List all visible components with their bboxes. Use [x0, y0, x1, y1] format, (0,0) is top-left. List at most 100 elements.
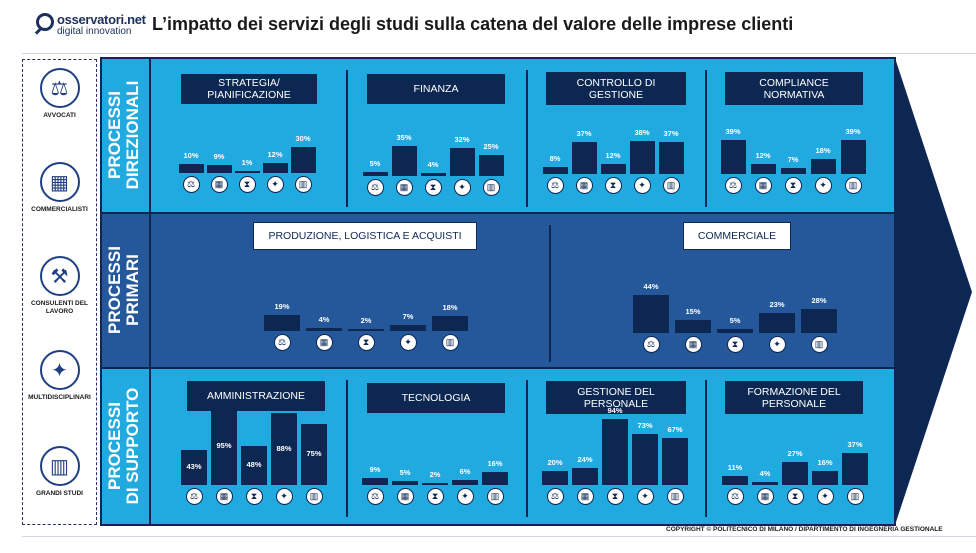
bar	[362, 171, 388, 176]
logo-text: osservatori.net	[57, 12, 146, 27]
data-label: 6%	[459, 467, 471, 477]
data-label: 5%	[369, 158, 381, 168]
chart-title: STRATEGIA/ PIANIFICAZIONE	[181, 74, 317, 104]
data-label: 94%	[607, 406, 623, 416]
scales-icon: ⚖	[366, 488, 384, 505]
data-label: 16%	[817, 458, 833, 468]
puzzle-icon: ✦	[633, 177, 651, 194]
toolbox-icon: ⧗	[604, 177, 622, 194]
chart-title: CONTROLLO DI GESTIONE	[546, 72, 686, 105]
data-label: 73%	[637, 420, 653, 430]
bar	[271, 412, 297, 485]
puzzle-icon: ✦	[453, 179, 471, 196]
chart-title: TECNOLOGIA	[367, 383, 505, 413]
data-label: 4%	[759, 468, 771, 478]
bar	[390, 324, 426, 331]
data-label: 18%	[442, 302, 458, 312]
puzzle-icon: ✦	[814, 177, 832, 194]
calculator-document-icon: ▦	[684, 336, 702, 353]
data-label: 19%	[274, 301, 290, 311]
data-label: 95%	[216, 441, 232, 451]
puzzle-icon: ✦	[456, 488, 474, 505]
band-label: PROCESSI PRIMARI	[105, 215, 146, 365]
buildings-icon: ▥	[844, 177, 862, 194]
data-label: 18%	[815, 145, 831, 155]
toolbox-icon: ⧗	[784, 177, 802, 194]
bar	[602, 419, 628, 485]
bar	[362, 477, 388, 485]
data-label: 23%	[769, 300, 785, 310]
data-label: 37%	[576, 129, 592, 139]
bar	[759, 313, 795, 333]
toolbox-icon: ⧗	[357, 334, 375, 351]
scales-icon: ⚖	[39, 68, 80, 108]
data-label: 2%	[429, 470, 441, 479]
data-label: 39%	[725, 127, 741, 137]
buildings-icon: ▥	[662, 177, 680, 194]
legend-item: ✦ MULTIDISCIPLINARI	[22, 350, 97, 402]
toolbox-icon: ⚒	[39, 256, 80, 296]
puzzle-icon: ✦	[275, 488, 293, 505]
bar	[449, 148, 475, 176]
chart-title: FINANZA	[367, 74, 505, 104]
bar	[600, 163, 626, 174]
calculator-document-icon: ▦	[576, 488, 594, 505]
band-label: PROCESSI DI SUPPORTO	[105, 371, 146, 521]
bar	[432, 315, 468, 331]
data-label: 8%	[549, 154, 561, 164]
scales-icon: ⚖	[182, 176, 200, 193]
toolbox-icon: ⧗	[426, 488, 444, 505]
buildings-icon: ▥	[294, 176, 312, 193]
data-label: 4%	[318, 314, 330, 324]
data-label: 38%	[634, 128, 650, 138]
data-label: 9%	[213, 152, 225, 162]
bar	[633, 295, 669, 333]
bar	[840, 140, 866, 174]
calculator-document-icon: ▦	[756, 488, 774, 505]
calculator-document-icon: ▦	[315, 334, 333, 351]
bar	[391, 145, 417, 176]
puzzle-icon: ✦	[266, 176, 284, 193]
bar	[181, 449, 207, 485]
buildings-icon: ▥	[846, 488, 864, 505]
section-divider	[526, 70, 528, 207]
bar	[662, 438, 688, 485]
scales-icon: ⚖	[366, 179, 384, 196]
legend-box	[22, 59, 97, 525]
data-label: 37%	[663, 129, 679, 139]
scales-icon: ⚖	[185, 488, 203, 505]
section-divider	[705, 70, 707, 207]
bar	[290, 147, 316, 173]
data-label: 11%	[727, 462, 743, 472]
logo-subtext: digital innovation	[57, 26, 132, 37]
data-label: 20%	[547, 458, 563, 467]
legend-item: ⚖ AVVOCATI	[22, 68, 97, 120]
data-label: 7%	[787, 154, 799, 164]
section-divider	[526, 380, 528, 517]
puzzle-icon: ✦	[816, 488, 834, 505]
bar	[658, 142, 684, 174]
scales-icon: ⚖	[546, 488, 564, 505]
scales-icon: ⚖	[642, 336, 660, 353]
chart-title: AMMINISTRAZIONE	[187, 381, 325, 411]
section-divider	[346, 380, 348, 517]
data-label: 75%	[306, 449, 322, 459]
buildings-icon: ▥	[666, 488, 684, 505]
bar	[752, 481, 778, 485]
bar	[632, 433, 658, 485]
bar	[720, 140, 746, 174]
toolbox-icon: ⧗	[238, 176, 256, 193]
buildings-icon: ▥	[482, 179, 500, 196]
bar	[812, 471, 838, 485]
chart-title: COMPLIANCE NORMATIVA	[725, 72, 863, 105]
data-label: 5%	[399, 467, 411, 477]
bar	[206, 165, 232, 173]
calculator-document-icon: ▦	[39, 162, 80, 202]
scales-icon: ⚖	[726, 488, 744, 505]
legend-label: MULTIDISCIPLINARI	[28, 394, 91, 401]
calculator-document-icon: ▦	[210, 176, 228, 193]
buildings-icon: ▥	[810, 336, 828, 353]
calculator-document-icon: ▦	[395, 179, 413, 196]
bar	[478, 154, 504, 176]
